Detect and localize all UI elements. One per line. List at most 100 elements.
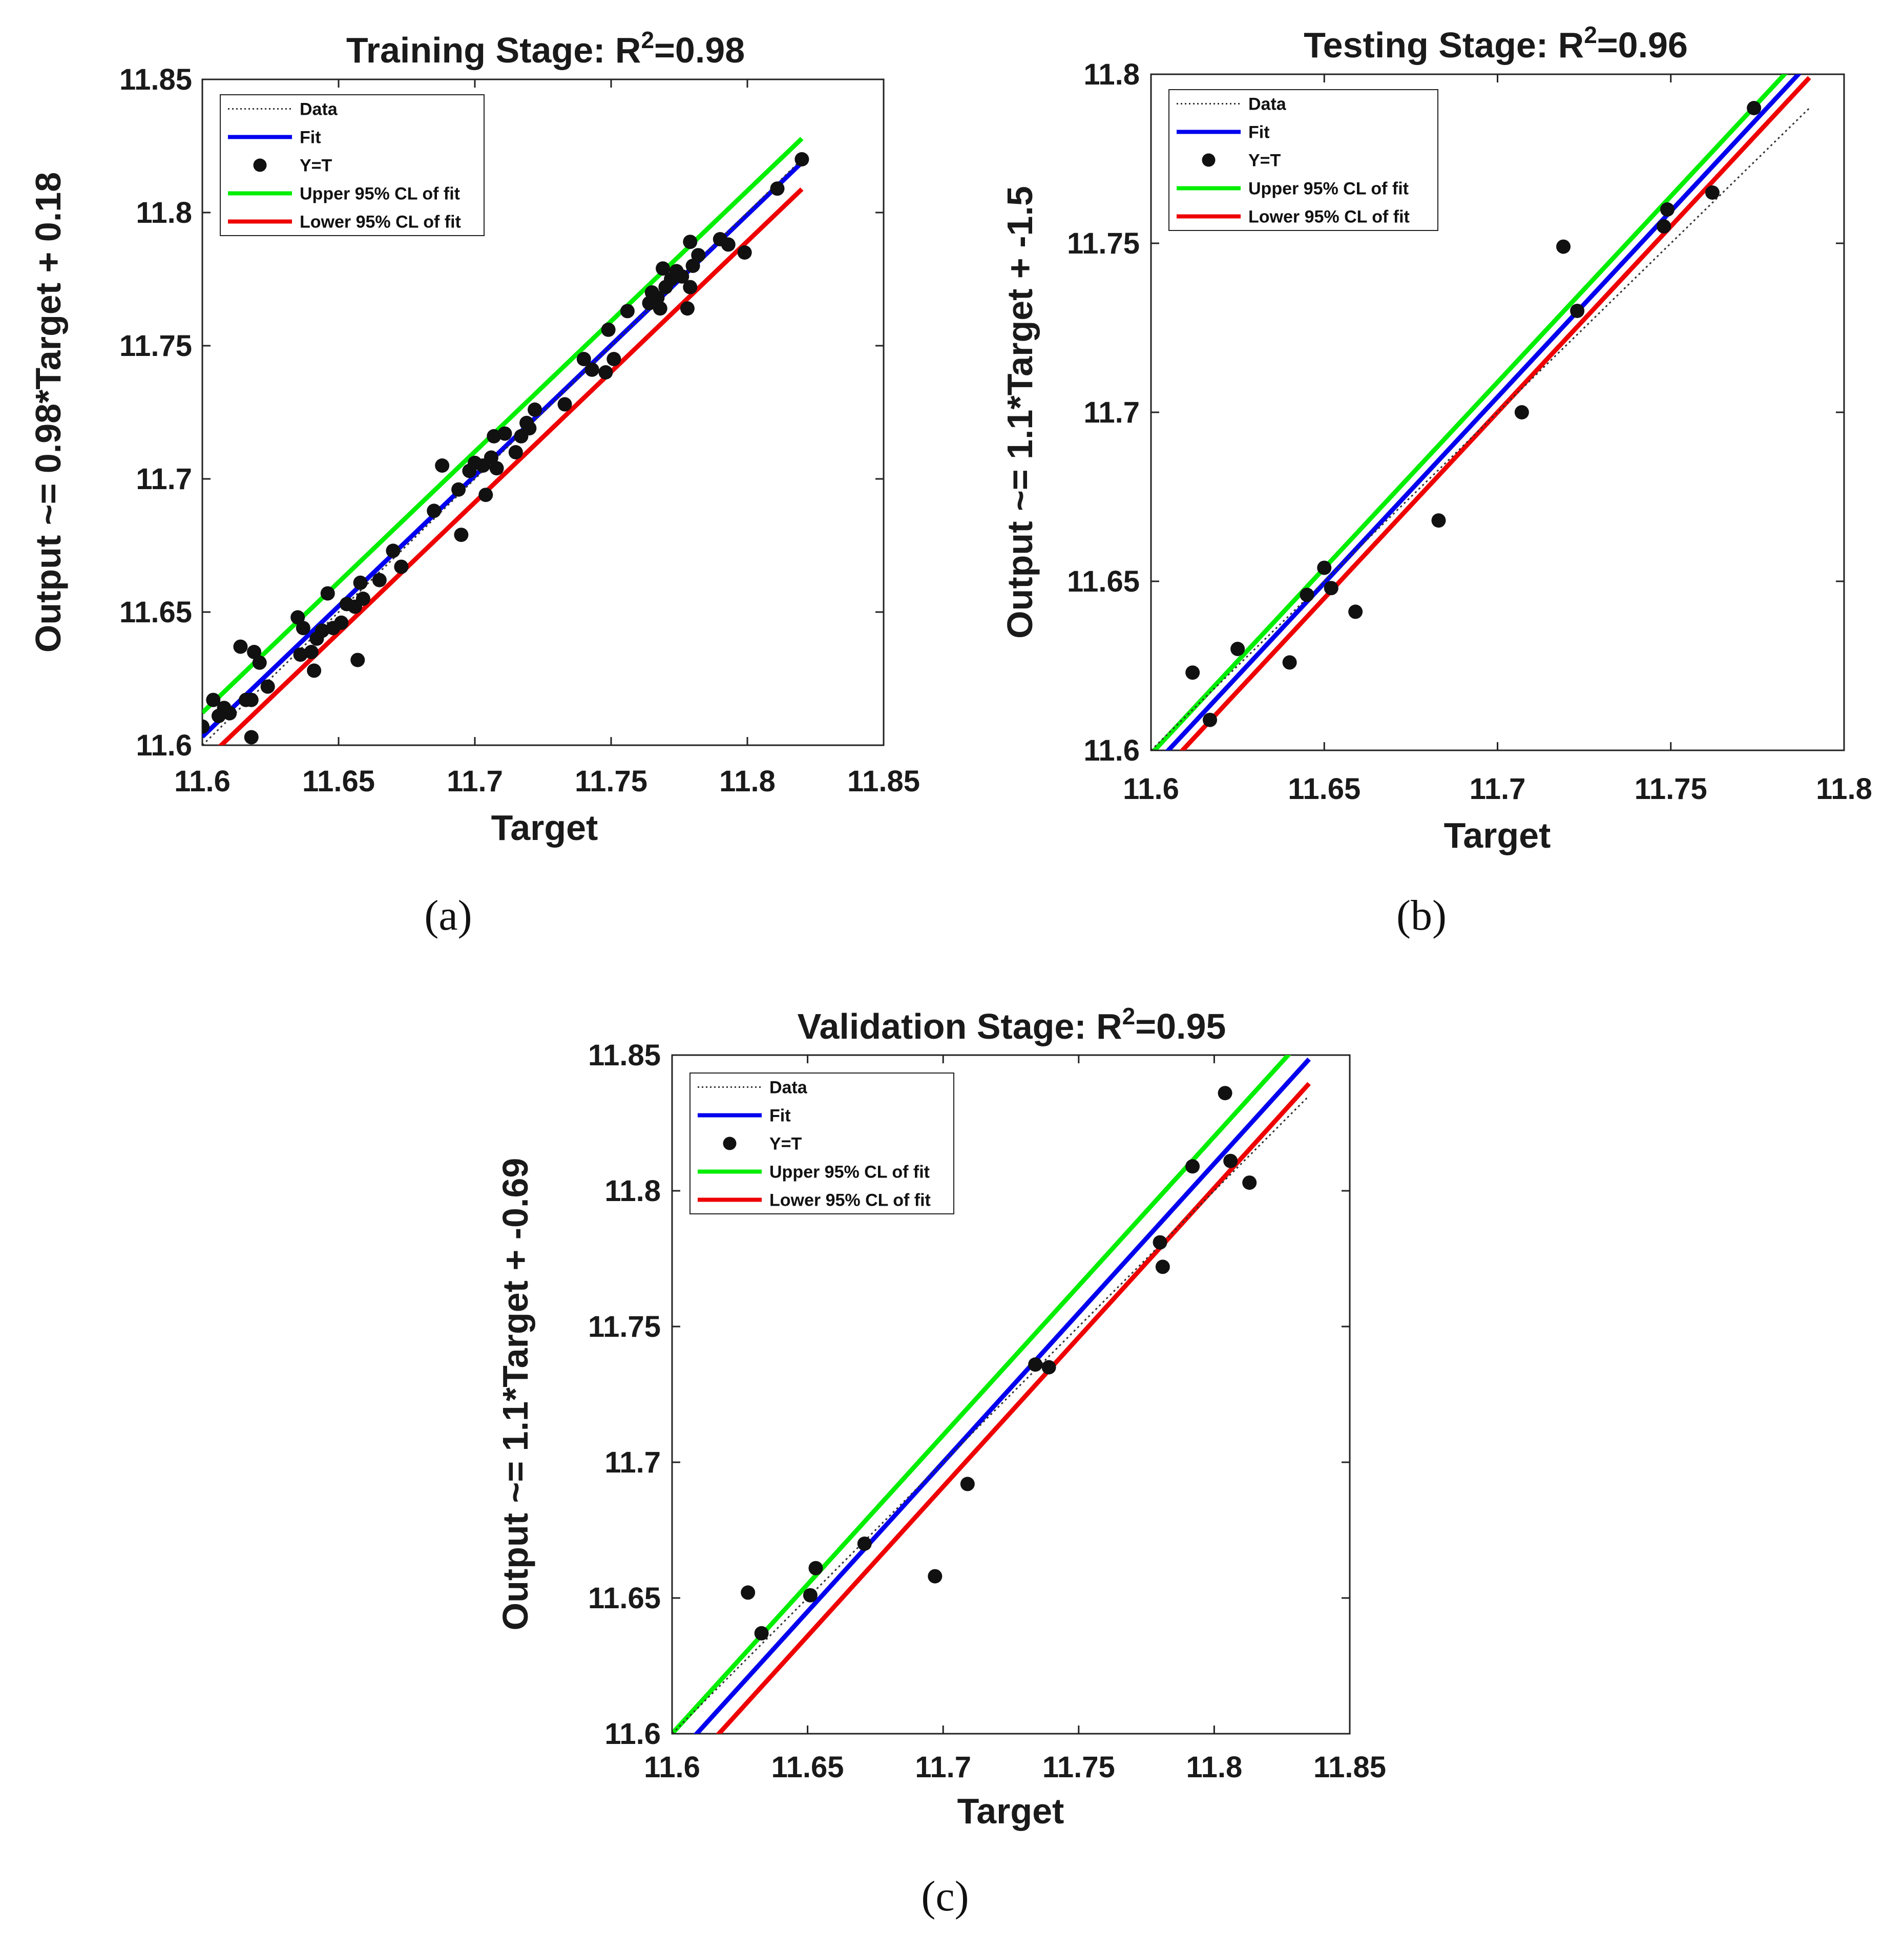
data-point <box>252 655 267 670</box>
data-point <box>808 1561 823 1575</box>
x-tick-label: 11.8 <box>1186 1751 1243 1784</box>
x-tick-label: 11.6 <box>1123 772 1179 806</box>
x-tick-label: 11.8 <box>719 765 776 798</box>
data-point <box>315 623 330 638</box>
legend-label: Data <box>300 100 338 119</box>
data-point <box>484 450 498 465</box>
legend: Data Fit Y=T Upper 95% CL of fit Lower 95% C… <box>1168 89 1438 231</box>
data-point <box>1556 239 1571 254</box>
x-tick-label: 11.6 <box>174 765 231 798</box>
data-point <box>1300 587 1314 602</box>
y-tick-label: 11.6 <box>604 1717 661 1751</box>
data-point <box>1570 304 1585 318</box>
data-point <box>803 1588 818 1603</box>
panel-caption: (c) <box>921 1873 969 1920</box>
legend: Data Fit Y=T Upper 95% CL of fit Lower 95% C… <box>220 94 485 236</box>
y-tick-label: 11.65 <box>119 596 192 629</box>
data-point <box>247 645 262 659</box>
data-point <box>928 1569 943 1584</box>
x-tick-label: 11.65 <box>771 1751 844 1784</box>
legend-label: Y=T <box>769 1134 802 1154</box>
legend-label: Data <box>769 1078 808 1098</box>
chart-title-prefix: Training Stage: R <box>346 30 641 70</box>
data-point <box>601 322 616 337</box>
lower-cl-line <box>716 1082 1311 1734</box>
data-point <box>1185 665 1200 680</box>
data-point <box>522 421 537 436</box>
data-point <box>1747 101 1762 115</box>
data-point <box>1185 1159 1200 1174</box>
data-point <box>1324 581 1338 596</box>
x-tick-label: 11.85 <box>847 765 920 798</box>
data-point <box>1230 642 1245 656</box>
x-axis-label: Target <box>957 1791 1064 1831</box>
y-tick-label: 11.8 <box>604 1174 661 1208</box>
data-point <box>620 304 635 319</box>
x-tick-label: 11.7 <box>915 1751 971 1784</box>
data-point <box>1282 655 1297 670</box>
data-point <box>350 653 365 667</box>
chart-title: Validation Stage: R2=0.95 <box>798 1003 1226 1046</box>
y-tick-label: 11.7 <box>136 462 192 496</box>
chart-title-superscript: 2 <box>641 27 654 53</box>
legend-swatch-points <box>253 158 267 172</box>
legend-label: Lower 95% CL of fit <box>769 1191 931 1210</box>
data-point <box>1660 202 1675 217</box>
y-tick-label: 11.6 <box>136 729 192 762</box>
x-tick-label: 11.65 <box>1288 772 1361 806</box>
legend-swatch-points <box>1202 153 1216 167</box>
legend-swatch-points <box>723 1137 737 1150</box>
data-point <box>233 639 248 654</box>
data-point <box>606 352 621 366</box>
data-point <box>1203 712 1218 727</box>
data-point <box>683 280 698 295</box>
chart-title-prefix: Testing Stage: R <box>1304 25 1584 65</box>
data-point <box>202 719 210 734</box>
data-point <box>528 402 542 417</box>
data-point <box>508 445 523 459</box>
data-reference-line <box>672 1095 1310 1734</box>
y-tick-label: 11.75 <box>1067 227 1140 260</box>
y-tick-label: 11.7 <box>1083 396 1140 429</box>
x-tick-label: 11.85 <box>1313 1751 1386 1784</box>
data-point <box>1041 1360 1056 1375</box>
data-point <box>1514 405 1529 419</box>
data-point <box>304 645 319 659</box>
y-axis-label: Output ~= 1.1*Target + -0.69 <box>495 1158 535 1631</box>
data-point <box>307 663 322 678</box>
y-tick-label: 11.8 <box>1083 58 1140 91</box>
y-tick-label: 11.8 <box>136 196 192 229</box>
plot-area <box>202 137 809 745</box>
data-point <box>394 559 409 574</box>
data-point <box>1705 185 1720 200</box>
y-tick-label: 11.65 <box>588 1582 661 1615</box>
y-tick-label: 11.75 <box>588 1310 661 1343</box>
data-point <box>1218 1086 1232 1101</box>
legend-label: Fit <box>300 128 321 148</box>
legend-label: Fit <box>769 1106 791 1126</box>
chart-title-suffix: =0.96 <box>1597 25 1688 65</box>
y-tick-label: 11.65 <box>1067 565 1140 598</box>
upper-cl-line <box>672 1055 1291 1734</box>
data-point <box>1153 1235 1167 1250</box>
x-axis-label: Target <box>1444 815 1551 855</box>
x-tick-label: 11.75 <box>1635 772 1707 806</box>
legend-label: Lower 95% CL of fit <box>1248 207 1410 227</box>
data-point <box>960 1477 975 1491</box>
data-point <box>680 301 695 316</box>
data-point <box>857 1537 872 1551</box>
x-tick-label: 11.75 <box>1042 1751 1115 1784</box>
data-point <box>290 610 305 625</box>
data-point <box>557 397 572 412</box>
upper-cl-line <box>1151 74 1788 750</box>
x-tick-label: 11.65 <box>302 765 375 798</box>
data-point <box>244 730 259 745</box>
data-point <box>451 482 466 497</box>
data-point <box>598 365 613 380</box>
panel-caption: (a) <box>424 892 472 939</box>
lower-cl-line <box>218 187 804 745</box>
x-tick-label: 11.7 <box>447 765 503 798</box>
data-point <box>754 1626 769 1640</box>
data-point <box>435 458 450 473</box>
